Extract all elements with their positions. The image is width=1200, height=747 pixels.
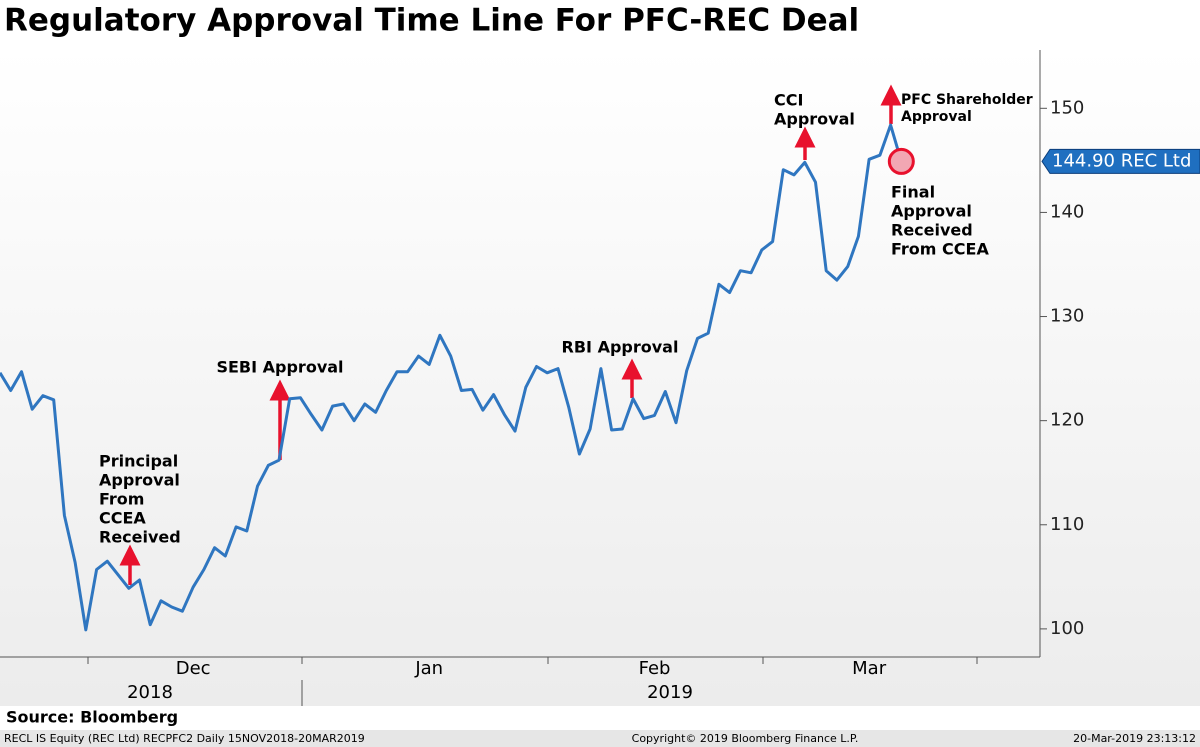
last-price-tag [1041, 148, 1200, 174]
annotation: Approval [99, 471, 180, 490]
annotation: Received [891, 221, 973, 240]
annotation: From CCEA [891, 240, 989, 259]
x-tick-label: Dec [176, 658, 211, 679]
annotation: CCEA [99, 509, 146, 528]
x-tick-label: Mar [852, 658, 887, 679]
last-price-label: 144.90 REC Ltd [1052, 150, 1191, 171]
annotation: CCI [774, 91, 803, 110]
y-tick-label: 150 [1050, 97, 1084, 118]
annotation: SEBI Approval [216, 358, 343, 377]
y-tick-label: 140 [1050, 201, 1084, 222]
annotation: Received [99, 528, 181, 547]
annotation: RBI Approval [562, 338, 679, 357]
x-tick-label: Jan [414, 658, 443, 679]
y-tick-label: 120 [1050, 410, 1084, 431]
footer-text: Copyright© 2019 Bloomberg Finance L.P. [632, 732, 859, 745]
footer-text: RECL IS Equity (REC Ltd) RECPFC2 Daily 1… [4, 732, 365, 745]
data-line [0, 123, 903, 632]
y-tick-label: 110 [1050, 514, 1084, 535]
footer-text: 20-Mar-2019 23:13:12 [1073, 732, 1196, 745]
footer-bar [0, 730, 1200, 747]
annotation: From [99, 490, 144, 509]
annotation: Approval [774, 110, 855, 129]
source: Source: Bloomberg [6, 708, 178, 727]
x-tick-label: Feb [639, 658, 671, 679]
annotation: Approval [901, 109, 972, 125]
annotation: Final [891, 183, 935, 202]
last-point-marker [887, 147, 915, 175]
annotation: Principal [99, 452, 178, 471]
chart-title: Regulatory Approval Time Line For PFC-RE… [4, 3, 859, 39]
annotation: Approval [891, 202, 972, 221]
year-label: 2019 [647, 682, 693, 703]
annotation: PFC Shareholder [901, 92, 1033, 108]
year-label: 2018 [127, 682, 173, 703]
month-ticks [87, 657, 978, 706]
y-tick-label: 130 [1050, 306, 1084, 327]
y-tick-label: 100 [1050, 618, 1084, 639]
